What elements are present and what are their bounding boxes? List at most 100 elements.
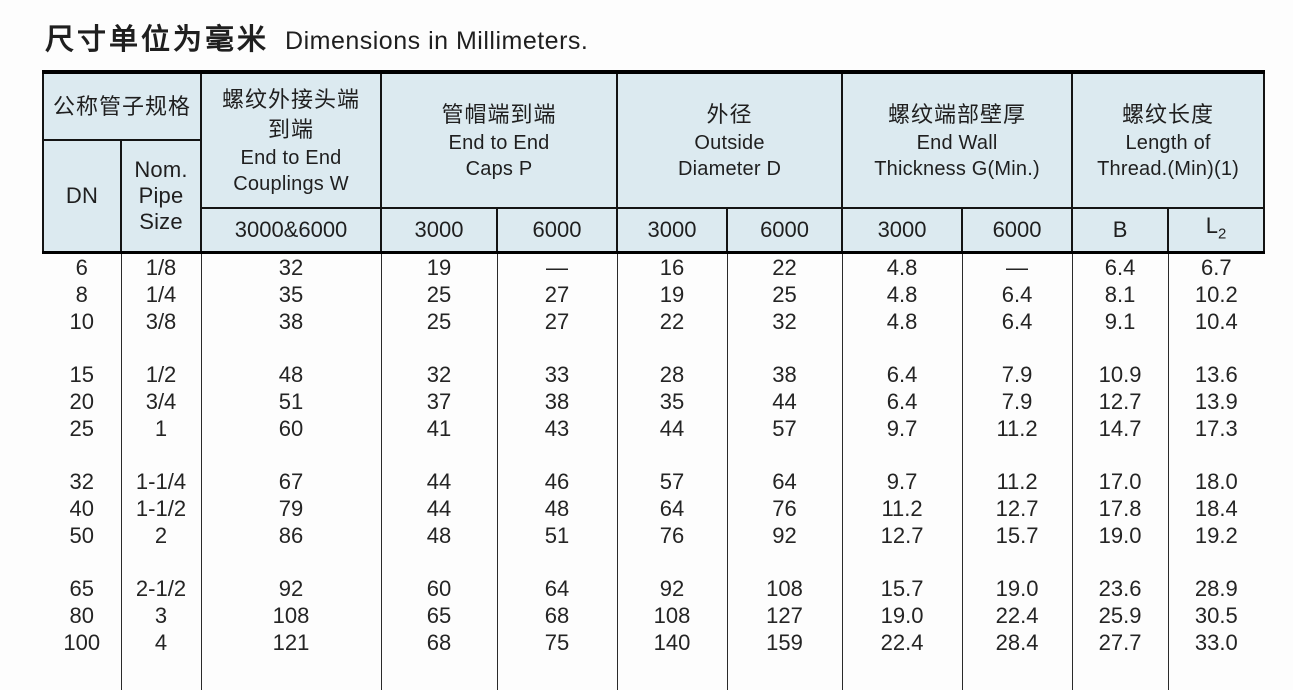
table-row: 15 1/2 48 32 33 28 38 6.4 7.9 10.9 13.6 [43, 361, 1265, 389]
cell-thread-b: 12.7 [1071, 388, 1169, 416]
cell-thread-l2: 33.0 [1167, 629, 1265, 657]
table-row: 32 1-1/4 67 44 46 57 64 9.7 11.2 17.0 18.0 [43, 468, 1265, 496]
spacer-cell [1167, 442, 1265, 469]
spacer-cell [616, 549, 728, 576]
page-title-cjk: 尺寸单位为毫米 [45, 24, 270, 56]
cell-nom-pipe-size: 1-1/4 [120, 468, 202, 496]
cell-thread-l2: 10.2 [1167, 281, 1265, 309]
cell-nom-pipe-size: 2 [120, 522, 202, 550]
header-od-en2: Diameter D [677, 157, 782, 180]
subheader-caps6000-label: 6000 [532, 217, 582, 243]
cell-wall-3000: 11.2 [841, 495, 963, 523]
cell-od-3000: 57 [616, 468, 728, 496]
cell-wall-3000: 4.8 [841, 281, 963, 309]
cell-dn: 80 [43, 602, 122, 630]
cell-thread-b: 10.9 [1071, 361, 1169, 389]
cell-couplings-w: 86 [200, 522, 382, 550]
header-length-of-thread: 螺纹长度 Length of Thread.(Min)(1) [1071, 70, 1266, 209]
spacer-cell [380, 335, 498, 362]
cell-thread-b: 17.0 [1071, 468, 1169, 496]
cell-dn: 10 [43, 308, 122, 336]
group-spacer-row [43, 549, 1265, 576]
header-couplings-en1: End to End [240, 146, 342, 169]
spacer-cell [726, 656, 843, 690]
cell-dn: 50 [43, 522, 122, 550]
header-thread-cjk: 螺纹长度 [1122, 101, 1215, 127]
cell-dn: 8 [43, 281, 122, 309]
group-spacer-row [43, 656, 1265, 690]
cell-couplings-w: 48 [200, 361, 382, 389]
cell-wall-3000: 4.8 [841, 308, 963, 336]
spacer-cell [1167, 656, 1265, 690]
cell-caps-p-6000: 68 [496, 602, 618, 630]
cell-caps-p-3000: 19 [380, 252, 498, 282]
cell-wall-3000: 12.7 [841, 522, 963, 550]
cell-thread-l2: 13.9 [1167, 388, 1265, 416]
cell-couplings-w: 79 [200, 495, 382, 523]
cell-couplings-w: 121 [200, 629, 382, 657]
cell-caps-p-6000: 64 [496, 575, 618, 603]
cell-thread-b: 23.6 [1071, 575, 1169, 603]
page-title: 尺寸单位为毫米 Dimensions in Millimeters. [45, 16, 1293, 58]
spacer-cell [43, 335, 122, 362]
subheader-l2-label: L2 [1205, 213, 1227, 243]
cell-thread-b: 6.4 [1071, 252, 1169, 282]
header-thread-en2: Thread.(Min)(1) [1097, 157, 1240, 180]
spacer-cell [616, 656, 728, 690]
spacer-cell [43, 656, 122, 690]
header-dn: DN [42, 139, 122, 255]
cell-dn: 15 [43, 361, 122, 389]
cell-caps-p-3000: 65 [380, 602, 498, 630]
spacer-cell [496, 442, 618, 469]
cell-od-6000: 57 [726, 415, 843, 443]
cell-couplings-w: 67 [200, 468, 382, 496]
subheader-b-label: B [1112, 217, 1128, 243]
cell-dn: 40 [43, 495, 122, 523]
spacer-cell [380, 549, 498, 576]
header-couplings-en2: Couplings W [233, 172, 349, 195]
spacer-cell [120, 549, 202, 576]
cell-thread-l2: 30.5 [1167, 602, 1265, 630]
cell-couplings-w: 60 [200, 415, 382, 443]
cell-od-6000: 25 [726, 281, 843, 309]
spacer-cell [961, 335, 1073, 362]
cell-wall-3000: 9.7 [841, 468, 963, 496]
cell-thread-b: 9.1 [1071, 308, 1169, 336]
table-row: 50 2 86 48 51 76 92 12.7 15.7 19.0 19.2 [43, 522, 1265, 550]
cell-nom-pipe-size: 3/8 [120, 308, 202, 336]
cell-od-3000: 140 [616, 629, 728, 657]
header-dn-label: DN [65, 183, 99, 209]
header-nominal-pipe-size: 公称管子规格 [41, 70, 203, 141]
subheader-wall-6000: 6000 [961, 207, 1074, 255]
spacer-cell [43, 442, 122, 469]
cell-od-6000: 127 [726, 602, 843, 630]
cell-caps-p-6000: 48 [496, 495, 618, 523]
cell-dn: 20 [43, 388, 122, 416]
cell-od-6000: 159 [726, 629, 843, 657]
spacer-cell [200, 335, 382, 362]
cell-wall-6000: — [961, 252, 1073, 282]
cell-caps-p-6000: 75 [496, 629, 618, 657]
cell-caps-p-6000: 38 [496, 388, 618, 416]
spacer-cell [616, 335, 728, 362]
subheader-caps-3000: 3000 [380, 207, 499, 255]
header-nominal-cjk: 公称管子规格 [53, 93, 192, 119]
cell-nom-pipe-size: 1/2 [120, 361, 202, 389]
spacer-cell [43, 549, 122, 576]
spacer-cell [961, 442, 1073, 469]
cell-thread-b: 17.8 [1071, 495, 1169, 523]
subheader-caps-6000: 6000 [496, 207, 619, 255]
cell-couplings-w: 108 [200, 602, 382, 630]
cell-dn: 32 [43, 468, 122, 496]
spacer-cell [200, 656, 382, 690]
cell-dn: 25 [43, 415, 122, 443]
header-end-to-end-couplings: 螺纹外接头端 到端 End to End Couplings W [200, 70, 383, 209]
header-outside-diameter: 外径 Outside Diameter D [616, 70, 844, 209]
table-row: 65 2-1/2 92 60 64 92 108 15.7 19.0 23.6 28.9 [43, 575, 1265, 603]
table-row: 100 4 121 68 75 140 159 22.4 28.4 27.7 33.0 [43, 629, 1265, 657]
header-od-cjk: 外径 [706, 101, 753, 127]
cell-caps-p-3000: 32 [380, 361, 498, 389]
cell-caps-p-3000: 48 [380, 522, 498, 550]
cell-wall-6000: 11.2 [961, 415, 1073, 443]
cell-wall-3000: 19.0 [841, 602, 963, 630]
